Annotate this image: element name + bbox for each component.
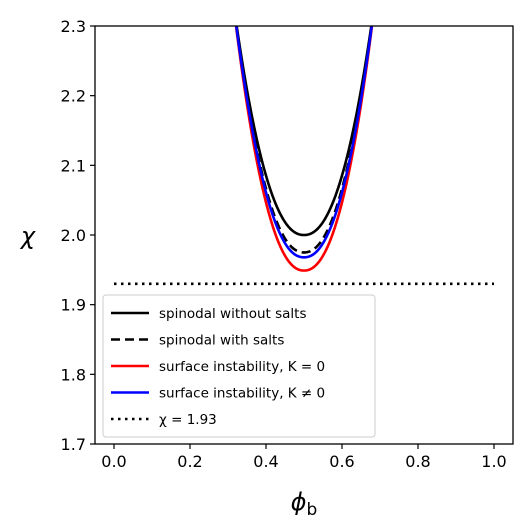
x-tick-label: 0.8 [405,452,430,471]
y-tick-label: 2.2 [61,87,86,106]
y-tick-label: 1.8 [61,365,86,384]
legend-entry: spinodal with salts [159,333,284,349]
axis-ticks: 0.0 0.2 0.4 0.6 0.8 1.0 1.7 1.8 1.9 2.0 2.1 2.2 2.3 [61,17,507,471]
series-line-0 [235,26,373,237]
legend-entry: surface instability, K ≠ 0 [159,386,325,402]
x-tick-label: 0.4 [253,452,278,471]
y-axis-label: χ [19,222,36,250]
legend-entry: χ = 1.93 [159,412,217,428]
legend-entry: surface instability, K = 0 [159,359,325,375]
series-line-3 [234,26,374,259]
y-tick-label: 1.7 [61,435,86,454]
x-tick-label: 1.0 [481,452,506,471]
legend-box [102,294,376,438]
x-tick-label: 0.0 [101,452,126,471]
series-line-1 [235,26,373,254]
x-tick-label: 0.6 [329,452,354,471]
y-tick-label: 2.1 [61,156,86,175]
legend-entry: spinodal without salts [159,306,306,322]
legend: spinodal without salts spinodal with salt… [102,294,376,438]
plot-series [114,26,494,286]
y-tick-label: 2.3 [61,17,86,36]
y-tick-label: 1.9 [61,296,86,315]
x-tick-label: 0.2 [177,452,202,471]
x-axis-label: ϕb [291,488,318,520]
series-line-2 [234,26,374,272]
y-tick-label: 2.0 [61,226,86,245]
